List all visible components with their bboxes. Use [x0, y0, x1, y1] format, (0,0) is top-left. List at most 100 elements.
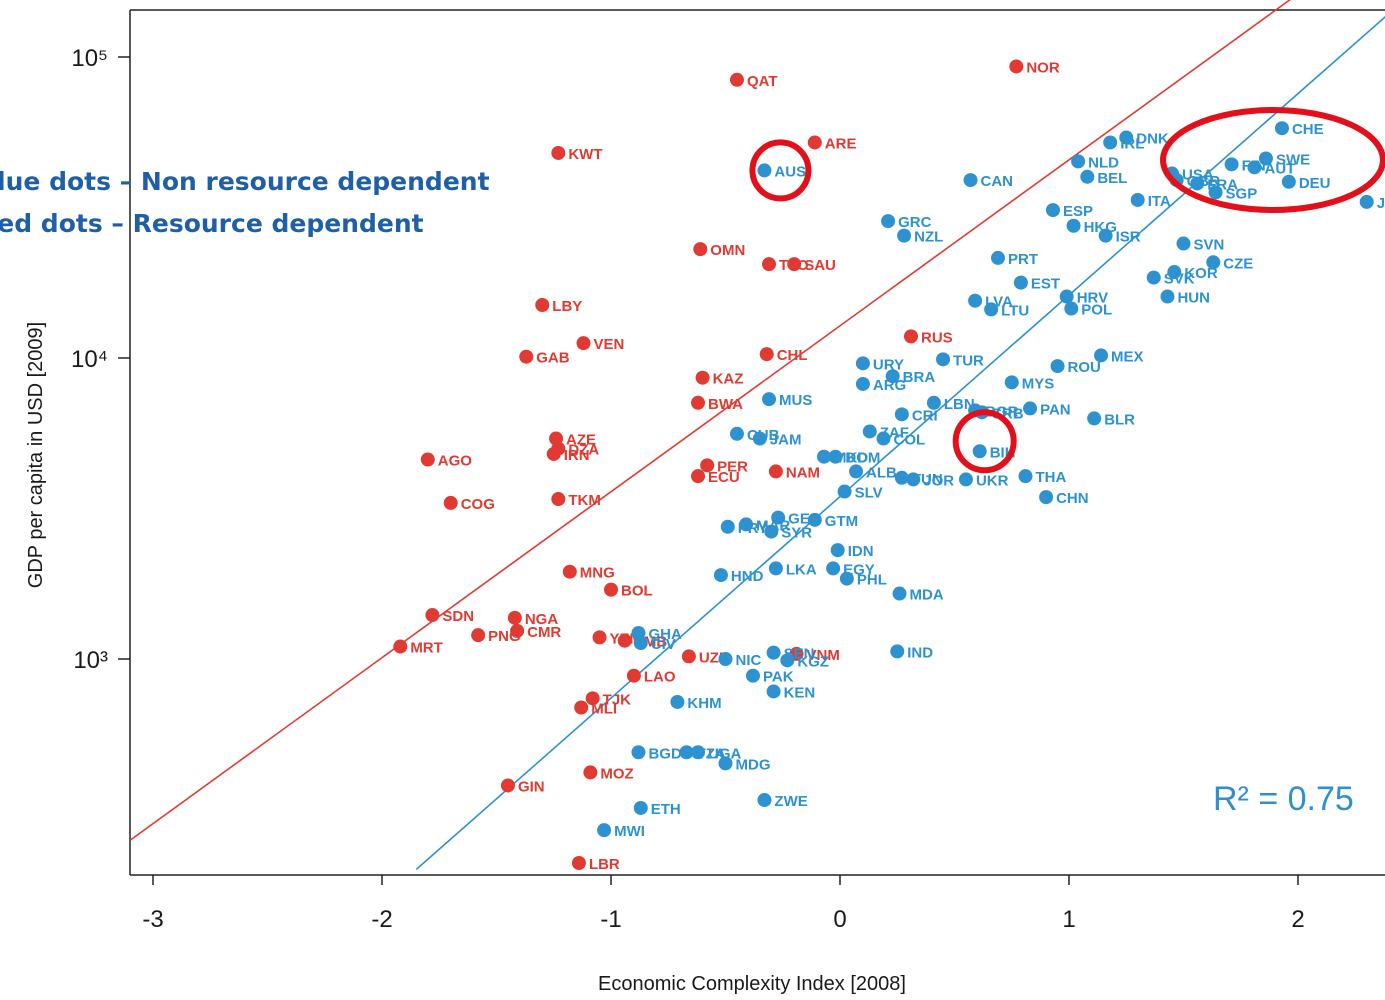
- fit-lines-layer: [129, 0, 1385, 870]
- data-point-can: [963, 173, 978, 188]
- point-label-bwa: BWA: [708, 396, 743, 413]
- point-label-jpn: JPN: [1377, 195, 1385, 212]
- data-point-jam: [752, 431, 767, 446]
- point-label-ago: AGO: [438, 453, 473, 470]
- data-point-mli: [574, 700, 589, 715]
- data-point-civ: [633, 636, 648, 651]
- point-label-mex: MEX: [1111, 348, 1144, 365]
- legend-blue: Blue dots – Non resource dependent: [0, 167, 490, 196]
- data-point-col: [876, 431, 891, 446]
- data-point-zaf: [862, 424, 877, 439]
- point-label-aus: AUS: [774, 163, 806, 180]
- point-label-kgz: KGZ: [797, 653, 829, 670]
- data-point-moz: [583, 765, 598, 780]
- point-label-kor: KOR: [1184, 265, 1218, 282]
- data-point-lka: [768, 561, 783, 576]
- data-point-jor: [906, 472, 921, 487]
- point-label-tur: TUR: [953, 352, 984, 369]
- point-label-can: CAN: [981, 173, 1014, 190]
- data-point-zwe: [757, 793, 772, 808]
- point-label-nam: NAM: [786, 464, 820, 481]
- point-label-lka: LKA: [786, 561, 817, 578]
- point-label-bra: BRA: [903, 369, 936, 386]
- point-label-eth: ETH: [651, 801, 681, 818]
- point-label-svn: SVN: [1194, 237, 1225, 254]
- data-point-ecu: [691, 469, 706, 484]
- point-label-esp: ESP: [1063, 203, 1093, 220]
- point-label-mng: MNG: [580, 565, 615, 582]
- data-point-nld: [1071, 154, 1086, 169]
- point-label-gbr: GBR: [1187, 173, 1221, 190]
- data-point-grc: [881, 214, 896, 229]
- point-label-mys: MYS: [1022, 375, 1055, 392]
- data-point-tto: [762, 257, 777, 272]
- data-point-tha: [1018, 469, 1033, 484]
- data-point-lva: [968, 293, 983, 308]
- data-point-geo: [771, 510, 786, 525]
- axes-layer: -3 -2 -1 0 1 2 10³ 10⁴ 10⁵: [71, 9, 1385, 933]
- point-label-jor: JOR: [923, 472, 954, 489]
- data-point-gab: [519, 349, 534, 364]
- data-point-bih: [972, 444, 987, 459]
- x-tick-label: 1: [1062, 906, 1075, 933]
- data-point-bel: [1080, 169, 1095, 184]
- fit-line: [415, 15, 1385, 870]
- data-point-isr: [1098, 228, 1113, 243]
- data-point-pol: [1064, 301, 1079, 316]
- point-label-dnk: DNK: [1136, 131, 1169, 148]
- point-label-blr: BLR: [1104, 411, 1135, 428]
- points-layer: QATNORKWTAREOMNTTOSAULBYGABVENRUSCHLKAZB…: [393, 59, 1385, 873]
- data-point-bra: [885, 369, 900, 384]
- point-label-zwe: ZWE: [774, 793, 807, 810]
- point-label-isr: ISR: [1116, 229, 1141, 246]
- x-axis-title: Economic Complexity Index [2008]: [598, 973, 906, 995]
- data-point-cub: [729, 426, 744, 441]
- point-label-nld: NLD: [1088, 154, 1119, 171]
- data-point-hrv: [1059, 289, 1074, 304]
- highlight-circle-aus: [749, 139, 812, 202]
- data-point-are: [807, 135, 822, 150]
- data-point-rou: [1050, 359, 1065, 374]
- data-point-tjk: [585, 691, 600, 706]
- data-point-mus: [762, 392, 777, 407]
- point-label-irl: IRL: [1120, 135, 1144, 152]
- point-label-pak: PAK: [763, 669, 794, 686]
- data-point-ven: [576, 336, 591, 351]
- point-label-kwt: KWT: [568, 146, 602, 163]
- highlight-ellipse-high-income: [1160, 107, 1385, 213]
- data-point-alb: [849, 464, 864, 479]
- data-point-svk: [1146, 270, 1161, 285]
- data-point-nam: [768, 464, 783, 479]
- data-point-lby: [535, 297, 550, 312]
- point-label-phl: PHL: [857, 572, 887, 589]
- point-label-mli: MLI: [591, 701, 617, 718]
- point-label-swe: SWE: [1276, 152, 1310, 169]
- data-point-mar: [739, 517, 754, 532]
- data-point-mng: [562, 564, 577, 579]
- point-label-hun: HUN: [1177, 290, 1210, 307]
- point-label-cze: CZE: [1223, 255, 1253, 272]
- data-point-ken: [766, 684, 781, 699]
- point-label-aze: AZE: [566, 432, 596, 449]
- point-label-sdn: SDN: [442, 608, 474, 625]
- point-label-rus: RUS: [921, 329, 953, 346]
- point-label-sgp: SGP: [1226, 185, 1258, 202]
- data-point-gtm: [807, 512, 822, 527]
- point-label-grc: GRC: [898, 214, 932, 231]
- point-label-ecu: ECU: [708, 469, 740, 486]
- data-point-kwt: [551, 145, 566, 160]
- point-label-prt: PRT: [1008, 251, 1038, 268]
- data-point-esp: [1045, 203, 1060, 218]
- point-label-est: EST: [1031, 276, 1060, 293]
- data-point-aut: [1247, 160, 1262, 175]
- data-point-ukr: [958, 472, 973, 487]
- point-label-civ: CIV: [651, 636, 676, 653]
- point-label-kaz: KAZ: [713, 371, 744, 388]
- point-label-nga: NGA: [525, 611, 559, 628]
- data-point-mda: [892, 586, 907, 601]
- point-label-tun: TUN: [912, 471, 943, 488]
- point-label-chl: CHL: [777, 347, 808, 364]
- data-point-pak: [745, 668, 760, 683]
- data-point-per: [700, 458, 715, 473]
